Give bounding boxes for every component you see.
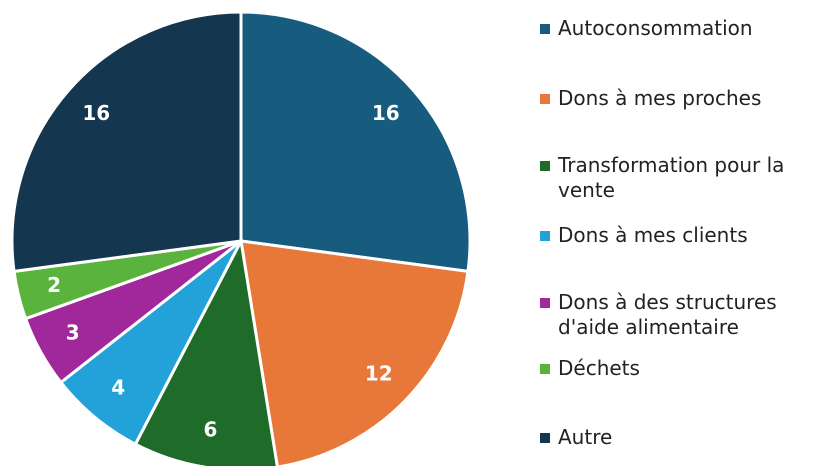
- pie-slice: [239, 239, 470, 466]
- legend-swatch: [540, 94, 550, 104]
- data-label: 16: [372, 101, 400, 125]
- data-label: 12: [365, 362, 393, 386]
- data-label: 6: [203, 417, 217, 441]
- pie-slice: [10, 10, 243, 274]
- legend-swatch: [540, 231, 550, 241]
- legend-swatch: [540, 161, 550, 171]
- legend-item: Dons à des structures d'aide alimentaire: [540, 290, 825, 340]
- data-label: 2: [47, 273, 61, 297]
- legend-label: Déchets: [558, 356, 640, 380]
- legend-swatch: [540, 433, 550, 443]
- legend-label: Transformation pour la vente: [558, 153, 785, 202]
- legend-label: Dons à mes clients: [558, 223, 748, 247]
- legend-label: Dons à des structures d'aide alimentaire: [558, 290, 777, 339]
- legend-item: Autre: [540, 425, 825, 450]
- legend-item: Autoconsommation: [540, 16, 825, 41]
- data-label: 3: [66, 321, 80, 345]
- legend-item: Dons à mes proches: [540, 86, 825, 111]
- legend-label: Autoconsommation: [558, 16, 753, 40]
- data-label: 16: [82, 101, 110, 125]
- pie-slice: [133, 236, 279, 466]
- data-label: 4: [111, 376, 125, 400]
- legend-swatch: [540, 364, 550, 374]
- legend-item: Transformation pour la vente: [540, 153, 825, 203]
- legend-item: Dons à mes clients: [540, 223, 825, 248]
- legend-label: Autre: [558, 425, 613, 449]
- legend-item: Déchets: [540, 356, 825, 381]
- legend-label: Dons à mes proches: [558, 86, 762, 110]
- legend-swatch: [540, 298, 550, 308]
- pie-slice: [239, 10, 472, 274]
- legend-swatch: [540, 24, 550, 34]
